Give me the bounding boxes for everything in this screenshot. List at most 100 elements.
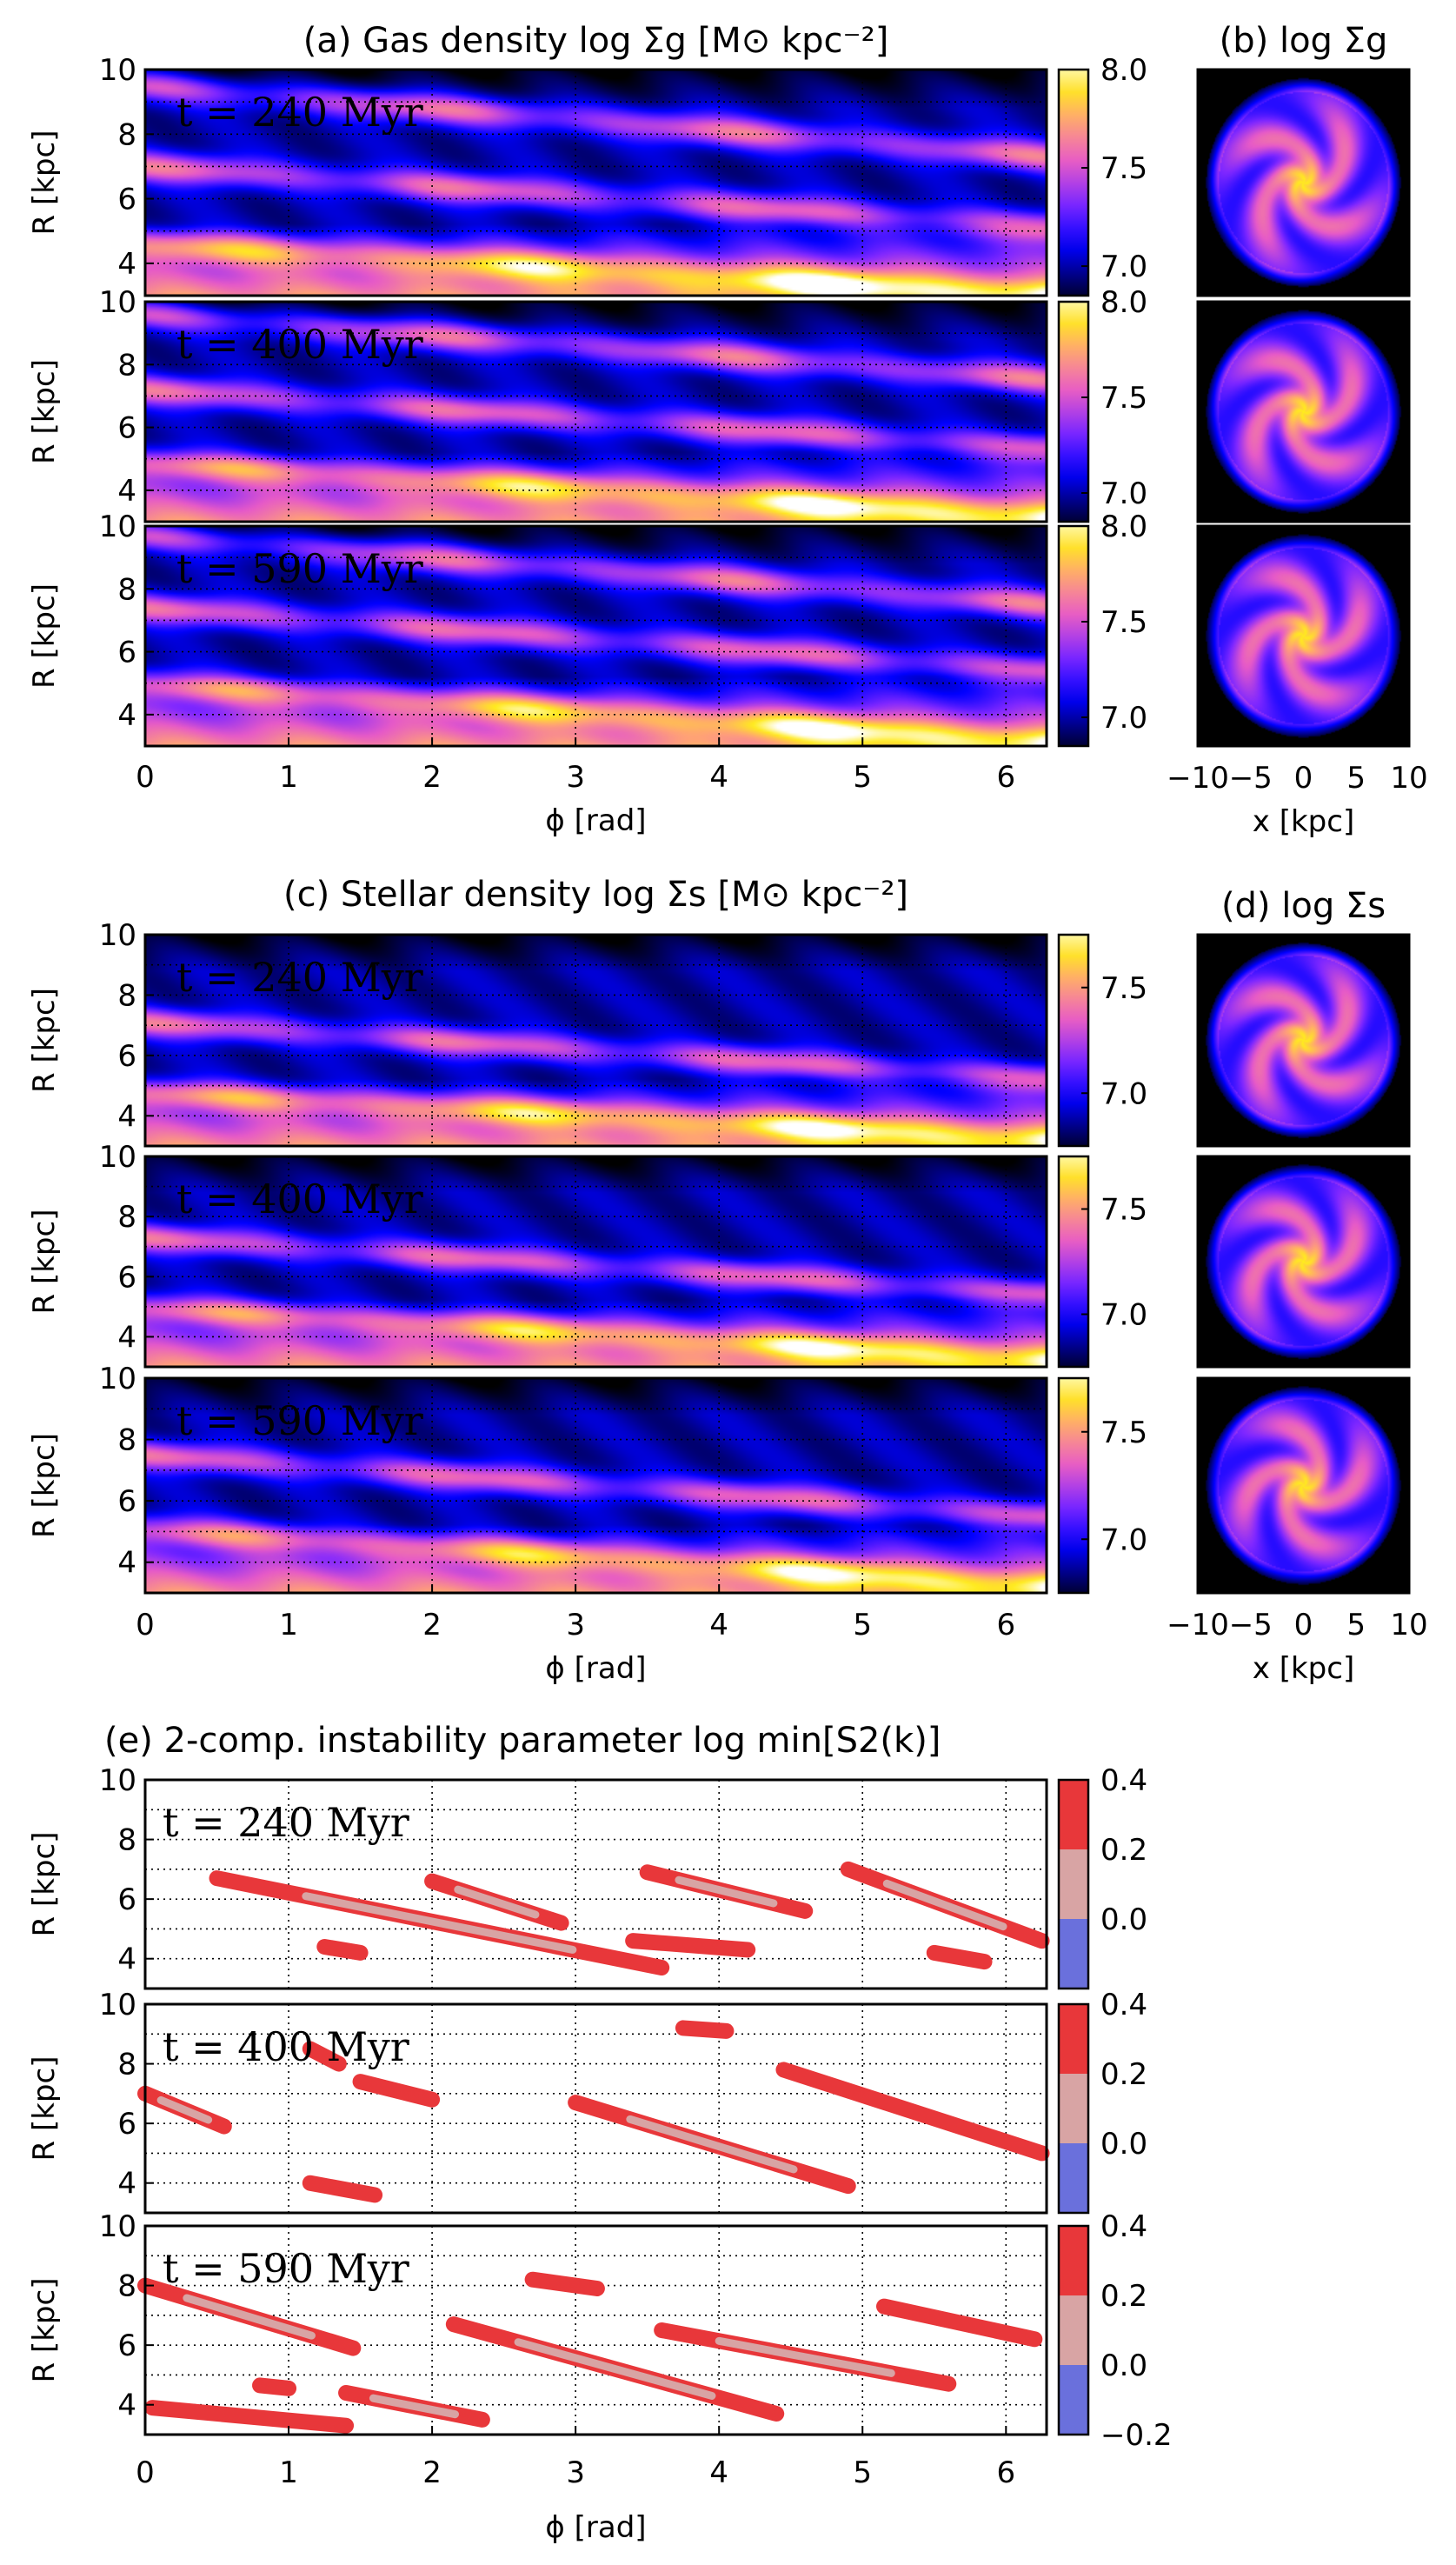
colorbar-fill [1057, 68, 1090, 297]
colorbar-fill [1057, 524, 1090, 748]
contour-region [144, 2400, 355, 2434]
y-axis-label: R [kpc] [27, 2056, 62, 2162]
x-tick-label: 3 [566, 760, 585, 795]
y-axis-label: R [kpc] [27, 583, 62, 689]
y-tick-label: 10 [99, 2209, 136, 2244]
colorbar-level [1059, 2226, 1088, 2295]
x-tick-label: 4 [709, 2455, 728, 2490]
x-tick-label: 1 [279, 1608, 298, 1642]
subplot: t = 590 Myr 4 6 8 10 R [kpc] 7.0 7.5 8.0 [27, 510, 1147, 748]
y-tick-label: 6 [117, 411, 136, 446]
y-tick-label: 4 [117, 1320, 136, 1355]
y-tick-label: 10 [99, 1988, 136, 2022]
y-tick-label: 6 [117, 1882, 136, 1917]
y-tick-label: 10 [99, 1140, 136, 1175]
colorbar-tick-label: 7.0 [1100, 1076, 1147, 1111]
y-tick-label: 4 [117, 474, 136, 509]
panel-group-c: (c) Stellar density log Σs [M⊙ kpc⁻²]t =… [27, 875, 1147, 1686]
colorbar-frame [1057, 1778, 1090, 1990]
x-tick-label: 2 [422, 760, 442, 795]
plot-frame [1196, 300, 1411, 523]
colorbar-fill [1057, 933, 1090, 1148]
subplot: t = 400 Myr 4 6 8 10 R [kpc] 0.4 0.2 0.0 [27, 1988, 1147, 2215]
colorbar: 7.0 7.5 8.0 [1057, 53, 1147, 297]
colorbar-level [1059, 2295, 1088, 2365]
y-tick-label: 8 [117, 1823, 136, 1858]
contour-region-inner [369, 2394, 460, 2419]
contour-region [302, 2175, 383, 2203]
plot-frame [143, 1376, 1048, 1595]
time-label: t = 400 Myr [163, 2023, 409, 2070]
y-tick-label: 8 [117, 2269, 136, 2304]
y-tick-label: 8 [117, 978, 136, 1013]
x-tick-label: −5 [1229, 761, 1273, 796]
x-tick-label: 0 [1294, 761, 1313, 796]
x-tick-label: 5 [1346, 1608, 1366, 1642]
contour-region [524, 2271, 605, 2296]
y-tick-label: 10 [99, 510, 136, 544]
colorbar-level [1059, 2143, 1088, 2213]
contour-region [302, 2041, 347, 2072]
x-tick-label: 5 [853, 1608, 872, 1642]
x-axis-label: x [kpc] [1253, 804, 1354, 839]
x-tick-label: 10 [1390, 1608, 1427, 1642]
colorbar: 7.0 7.5 8.0 [1057, 285, 1147, 523]
contour-region [252, 2377, 297, 2396]
contour-region-inner [156, 2095, 213, 2124]
y-tick-label: 6 [117, 2107, 136, 2142]
contour-region [625, 1933, 756, 1958]
x-tick-label: 5 [853, 760, 872, 795]
x-tick-label: −10 [1167, 761, 1229, 796]
colorbar-tick-label: 7.5 [1100, 971, 1147, 1006]
subplot: t = 590 Myr 4 6 8 10 R [kpc] 0.4 0.2 0.0 −0.2 [27, 2209, 1173, 2453]
y-tick-label: 8 [117, 1423, 136, 1458]
plot-frame [143, 68, 1048, 297]
x-tick-label: 4 [709, 1608, 728, 1642]
colorbar-tick-label: 7.5 [1100, 151, 1147, 186]
y-tick-label: 10 [99, 1362, 136, 1396]
subplot: t = 590 Myr 4 6 8 10 R [kpc] 7.0 7.5 [27, 1362, 1147, 1595]
colorbar-tick-label: 7.0 [1100, 701, 1147, 736]
y-tick-label: 6 [117, 636, 136, 670]
x-tick-label: −5 [1229, 1608, 1273, 1642]
disc-image [1198, 1378, 1409, 1593]
y-tick-label: 4 [117, 1546, 136, 1581]
colorbar-tick-label: 0.0 [1100, 2127, 1147, 2162]
y-tick-label: 8 [117, 348, 136, 383]
colorbar-tick-label: 8.0 [1100, 285, 1147, 320]
y-tick-label: 6 [117, 183, 136, 217]
colorbar-tick-label: 0.2 [1100, 1833, 1147, 1868]
colorbar-tick-label: 7.5 [1100, 381, 1147, 416]
colorbar-tick-label: 7.5 [1100, 605, 1147, 640]
colorbar-tick-label: 7.0 [1100, 1522, 1147, 1557]
contour-region-inner [183, 2294, 316, 2340]
colorbar-tick-label: 7.0 [1100, 476, 1147, 511]
x-tick-label: 2 [422, 2455, 442, 2490]
time-label: t = 590 Myr [176, 545, 423, 592]
colorbar-tick-label: 0.2 [1100, 2279, 1147, 2314]
x-tick-label: 0 [136, 1608, 155, 1642]
y-axis-label: R [kpc] [27, 130, 62, 236]
y-tick-label: 4 [117, 247, 136, 282]
colorbar-tick-label: −0.2 [1100, 2418, 1173, 2453]
y-tick-label: 6 [117, 1260, 136, 1295]
x-axis-label: ϕ [rad] [545, 1651, 646, 1686]
colorbar-tick-label: 0.0 [1100, 2348, 1147, 2383]
contour-region-inner [675, 1875, 778, 1908]
x-axis-label: ϕ [rad] [545, 2510, 646, 2545]
colorbar-level [1059, 1919, 1088, 1989]
colorbar-level [1059, 2074, 1088, 2143]
plot-frame [1196, 68, 1411, 297]
time-label: t = 240 Myr [176, 954, 423, 1001]
colorbar-tick-label: 7.5 [1100, 1193, 1147, 1228]
plot-frame [1196, 524, 1411, 748]
x-axis-label: ϕ [rad] [545, 803, 646, 838]
y-axis-label: R [kpc] [27, 1209, 62, 1315]
x-tick-label: 10 [1390, 761, 1427, 796]
time-label: t = 400 Myr [176, 1176, 423, 1223]
disc-image [1198, 526, 1409, 746]
x-tick-label: 6 [996, 2455, 1015, 2490]
time-label: t = 590 Myr [176, 1397, 423, 1444]
x-tick-label: −10 [1167, 1608, 1229, 1642]
subplot: t = 400 Myr 4 6 8 10 R [kpc] 7.0 7.5 [27, 1140, 1147, 1369]
